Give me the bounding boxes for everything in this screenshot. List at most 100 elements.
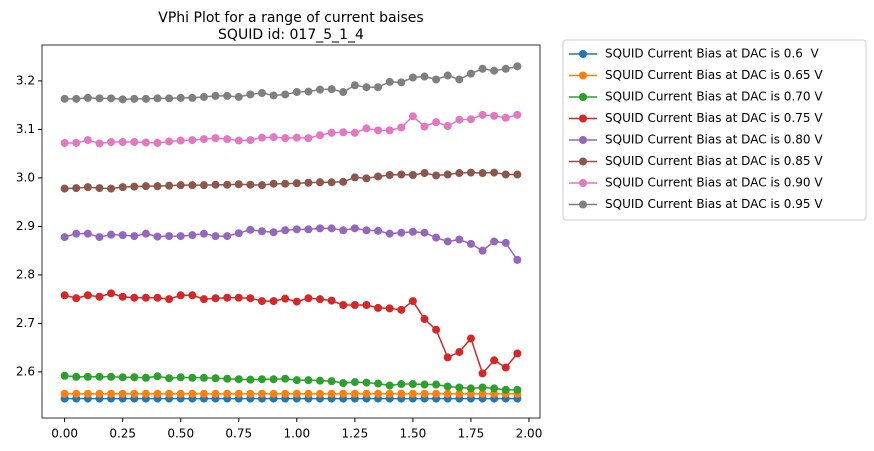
point: [118, 183, 127, 192]
point: [443, 71, 452, 80]
point: [304, 134, 313, 143]
point: [60, 291, 69, 300]
point: [246, 180, 255, 189]
point: [385, 77, 394, 86]
point: [292, 297, 301, 306]
point: [408, 73, 417, 82]
point: [83, 372, 92, 381]
point: [350, 173, 359, 182]
point: [165, 181, 174, 190]
point: [95, 372, 104, 381]
point: [83, 136, 92, 145]
point: [188, 93, 197, 102]
point: [304, 376, 313, 385]
point: [118, 95, 127, 104]
point: [246, 136, 255, 145]
point: [165, 94, 174, 103]
point: [455, 169, 464, 178]
point: [432, 118, 441, 127]
point: [281, 374, 290, 383]
point: [211, 180, 220, 189]
point: [223, 180, 232, 189]
point: [466, 69, 475, 78]
point: [466, 115, 475, 124]
point: [165, 374, 174, 383]
point: [455, 348, 464, 357]
point: [153, 232, 162, 241]
legend-label: SQUID Current Bias at DAC is 0.95 V: [605, 197, 823, 211]
point: [362, 174, 371, 183]
point: [188, 181, 197, 190]
point: [72, 138, 81, 147]
y-tick-label: 2.8: [16, 267, 35, 281]
point: [257, 389, 266, 398]
point: [432, 233, 441, 242]
point: [466, 334, 475, 343]
point: [490, 356, 499, 365]
point: [83, 389, 92, 398]
point: [141, 373, 150, 382]
point: [490, 111, 499, 120]
point: [107, 94, 116, 103]
y-tick-label: 3.2: [16, 73, 35, 87]
point: [281, 389, 290, 398]
point: [443, 170, 452, 179]
point: [199, 135, 208, 144]
point: [95, 292, 104, 301]
point: [257, 227, 266, 236]
point: [141, 389, 150, 398]
point: [281, 294, 290, 303]
point: [107, 184, 116, 193]
point: [246, 375, 255, 384]
point: [397, 389, 406, 398]
point: [408, 170, 417, 179]
point: [107, 372, 116, 381]
point: [60, 233, 69, 242]
point: [339, 300, 348, 309]
point: [153, 94, 162, 103]
point: [60, 371, 69, 380]
point: [501, 238, 510, 247]
point: [292, 389, 301, 398]
series-line: [64, 292, 518, 375]
point: [304, 178, 313, 187]
point: [304, 294, 313, 303]
y-tick-label: 3.0: [16, 170, 35, 184]
legend-label: SQUID Current Bias at DAC is 0.85 V: [605, 154, 823, 168]
point: [95, 184, 104, 193]
point: [95, 389, 104, 398]
point: [455, 75, 464, 84]
point: [199, 181, 208, 190]
point: [478, 169, 487, 178]
point: [83, 93, 92, 102]
x-tick-label: 2.00: [516, 427, 543, 441]
legend-label: SQUID Current Bias at DAC is 0.65 V: [605, 68, 823, 82]
point: [350, 300, 359, 309]
point: [501, 363, 510, 372]
point: [397, 78, 406, 87]
point: [443, 122, 452, 131]
point: [141, 293, 150, 302]
point: [83, 291, 92, 300]
point: [490, 168, 499, 177]
point: [246, 389, 255, 398]
legend-label: SQUID Current Bias at DAC is 0.90 V: [605, 176, 823, 190]
point: [118, 292, 127, 301]
point: [130, 138, 139, 147]
point: [234, 92, 243, 101]
point: [211, 232, 220, 241]
point: [118, 389, 127, 398]
point: [107, 138, 116, 147]
point: [223, 232, 232, 241]
point: [408, 112, 417, 121]
point: [350, 128, 359, 137]
point: [408, 389, 417, 398]
point: [304, 225, 313, 234]
point: [420, 389, 429, 398]
point: [199, 229, 208, 238]
x-tick-label: 0.25: [109, 427, 136, 441]
point: [339, 226, 348, 235]
point: [420, 72, 429, 81]
point: [466, 239, 475, 248]
